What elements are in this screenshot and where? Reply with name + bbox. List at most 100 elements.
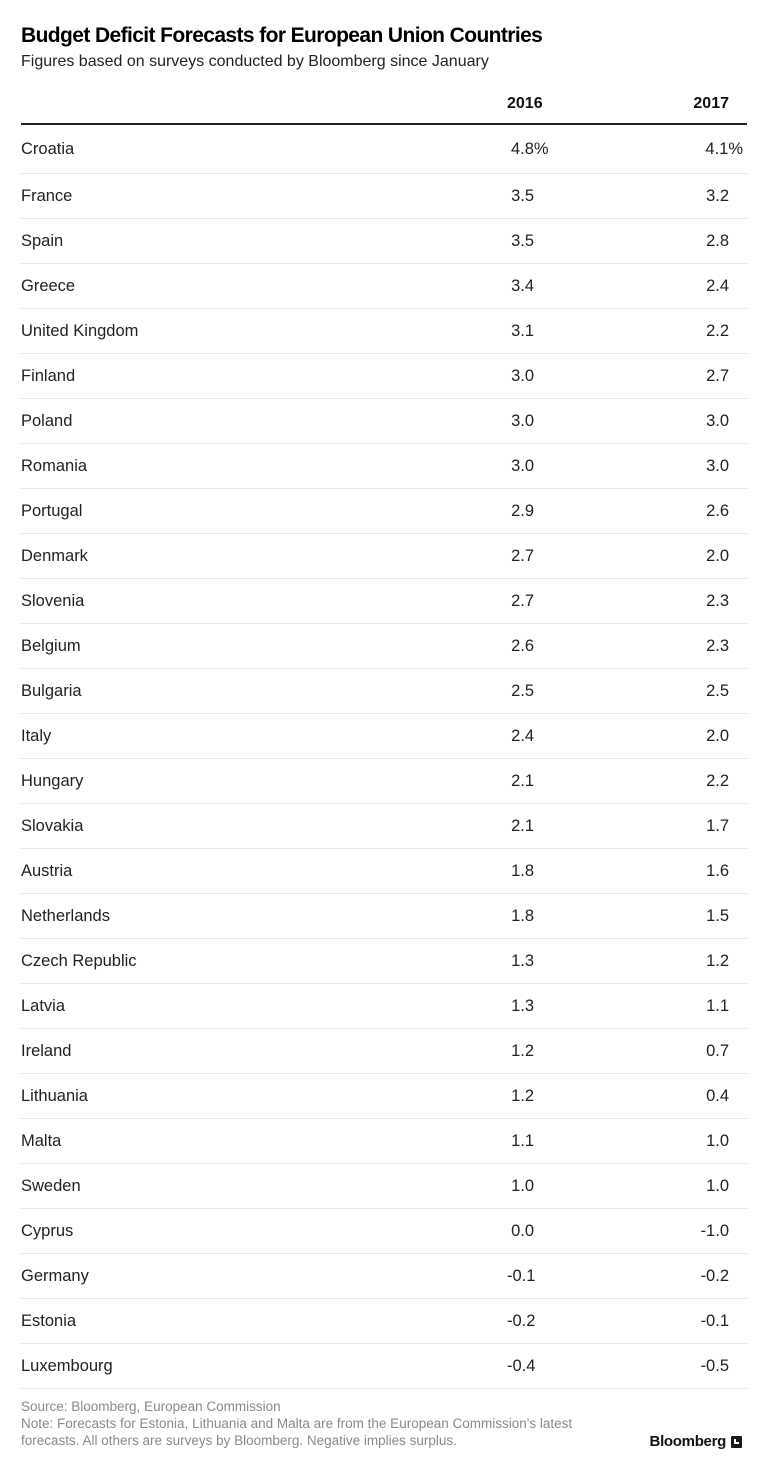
value-2017-cell: 2.8 xyxy=(617,218,747,264)
table-row: Slovakia 2.1 1.7 xyxy=(21,803,747,849)
value-2017-cell: -1.0 xyxy=(617,1208,747,1254)
value-2016-cell: 3.0 xyxy=(507,398,617,444)
table-row: France 3.5 3.2 xyxy=(21,173,747,219)
value-2017: -0.1 xyxy=(700,1311,729,1330)
table-row: Italy 2.4 2.0 xyxy=(21,713,747,759)
value-2017: 1.6 xyxy=(706,861,729,880)
value-2017: 4.1% xyxy=(705,139,743,158)
table-row: Spain 3.5 2.8 xyxy=(21,218,747,264)
country-cell: Sweden xyxy=(21,1163,507,1209)
value-2016-cell: 1.2 xyxy=(507,1073,617,1119)
value-2017-cell: 2.7 xyxy=(617,353,747,399)
table-row: Denmark 2.7 2.0 xyxy=(21,533,747,579)
country-cell: Netherlands xyxy=(21,893,507,939)
value-2017: 1.5 xyxy=(706,906,729,925)
brand-logo: Bloomberg xyxy=(650,1433,742,1450)
note-line-1: Note: Forecasts for Estonia, Lithuania a… xyxy=(21,1416,573,1431)
value-2016: -0.1 xyxy=(507,1266,536,1285)
value-2017-cell: 2.5 xyxy=(617,668,747,714)
value-2016: 2.5 xyxy=(511,681,534,700)
value-2016: 1.3 xyxy=(511,996,534,1015)
value-2016-cell: 2.1 xyxy=(507,803,617,849)
country-cell: Estonia xyxy=(21,1298,507,1344)
chart-subtitle: Figures based on surveys conducted by Bl… xyxy=(21,53,489,70)
value-2017: 2.6 xyxy=(706,501,729,520)
table-row: Croatia 4.8% 4.1% xyxy=(21,124,747,174)
value-2017-cell: 4.1% xyxy=(617,124,747,174)
value-2017-cell: 2.0 xyxy=(617,533,747,579)
country-cell: United Kingdom xyxy=(21,308,507,354)
value-2016: 3.5 xyxy=(511,186,534,205)
country-cell: Spain xyxy=(21,218,507,264)
value-2016: 2.7 xyxy=(511,546,534,565)
country-cell: Romania xyxy=(21,443,507,489)
value-2016: 2.9 xyxy=(511,501,534,520)
value-2017: 3.0 xyxy=(706,456,729,475)
value-2016-cell: 3.0 xyxy=(507,353,617,399)
value-2017: -0.2 xyxy=(700,1266,729,1285)
value-2016: 3.0 xyxy=(511,411,534,430)
value-2017-cell: 1.6 xyxy=(617,848,747,894)
value-2017-cell: 2.3 xyxy=(617,578,747,624)
value-2016-cell: 1.0 xyxy=(507,1163,617,1209)
table-row: Malta 1.1 1.0 xyxy=(21,1118,747,1164)
value-2016: 3.1 xyxy=(511,321,534,340)
country-cell: Lithuania xyxy=(21,1073,507,1119)
table-row: Austria 1.8 1.6 xyxy=(21,848,747,894)
value-2017: 1.0 xyxy=(706,1176,729,1195)
value-2016-cell: 1.8 xyxy=(507,848,617,894)
country-cell: Austria xyxy=(21,848,507,894)
value-2017: 0.7 xyxy=(706,1041,729,1060)
value-2017-cell: 1.5 xyxy=(617,893,747,939)
value-2016-cell: 1.1 xyxy=(507,1118,617,1164)
value-2016-cell: 1.2 xyxy=(507,1028,617,1074)
country-cell: France xyxy=(21,173,507,219)
country-cell: Malta xyxy=(21,1118,507,1164)
value-2017-cell: -0.5 xyxy=(617,1343,747,1389)
value-2017: 2.4 xyxy=(706,276,729,295)
note-line-2: forecasts. All others are surveys by Blo… xyxy=(21,1433,457,1448)
chart-title: Budget Deficit Forecasts for European Un… xyxy=(21,24,543,47)
value-2016-cell: 1.3 xyxy=(507,938,617,984)
column-header-2016: 2016 xyxy=(507,95,617,125)
value-2016-cell: -0.4 xyxy=(507,1343,617,1389)
value-2016: 3.0 xyxy=(511,366,534,385)
country-cell: Italy xyxy=(21,713,507,759)
value-2016-cell: 2.9 xyxy=(507,488,617,534)
value-2016: 1.1 xyxy=(511,1131,534,1150)
value-2017-cell: 2.4 xyxy=(617,263,747,309)
value-2016: 1.2 xyxy=(511,1041,534,1060)
value-2016: 1.8 xyxy=(511,861,534,880)
value-2017-cell: 2.3 xyxy=(617,623,747,669)
source-note: Source: Bloomberg, European Commission xyxy=(21,1399,281,1414)
value-2017-cell: 1.7 xyxy=(617,803,747,849)
table-row: Sweden 1.0 1.0 xyxy=(21,1163,747,1209)
value-2016-cell: 3.5 xyxy=(507,218,617,264)
value-2016-cell: 3.1 xyxy=(507,308,617,354)
value-2017-cell: 3.0 xyxy=(617,443,747,489)
value-2017-cell: 2.0 xyxy=(617,713,747,759)
country-cell: Ireland xyxy=(21,1028,507,1074)
column-header-2017: 2017 xyxy=(617,95,747,125)
value-2016-cell: 2.7 xyxy=(507,533,617,579)
value-2017: 2.2 xyxy=(706,771,729,790)
value-2017-cell: 2.2 xyxy=(617,758,747,804)
value-2016: 2.1 xyxy=(511,816,534,835)
value-2017-cell: 2.2 xyxy=(617,308,747,354)
value-2016-cell: 3.0 xyxy=(507,443,617,489)
value-2017: -1.0 xyxy=(700,1221,729,1240)
value-2016-cell: 3.4 xyxy=(507,263,617,309)
value-2016-cell: 2.7 xyxy=(507,578,617,624)
table-row: Romania 3.0 3.0 xyxy=(21,443,747,489)
table-body: Croatia 4.8% 4.1% France 3.5 3.2 Spain 3.5 2.8 Gr… xyxy=(21,124,747,1389)
country-cell: Denmark xyxy=(21,533,507,579)
value-2017: 3.0 xyxy=(706,411,729,430)
country-cell: Croatia xyxy=(21,124,507,174)
country-cell: Portugal xyxy=(21,488,507,534)
table-row: Bulgaria 2.5 2.5 xyxy=(21,668,747,714)
value-2016: -0.2 xyxy=(507,1311,536,1330)
table-row: Estonia -0.2 -0.1 xyxy=(21,1298,747,1344)
country-cell: Slovenia xyxy=(21,578,507,624)
value-2017-cell: 2.6 xyxy=(617,488,747,534)
table-row: Czech Republic 1.3 1.2 xyxy=(21,938,747,984)
